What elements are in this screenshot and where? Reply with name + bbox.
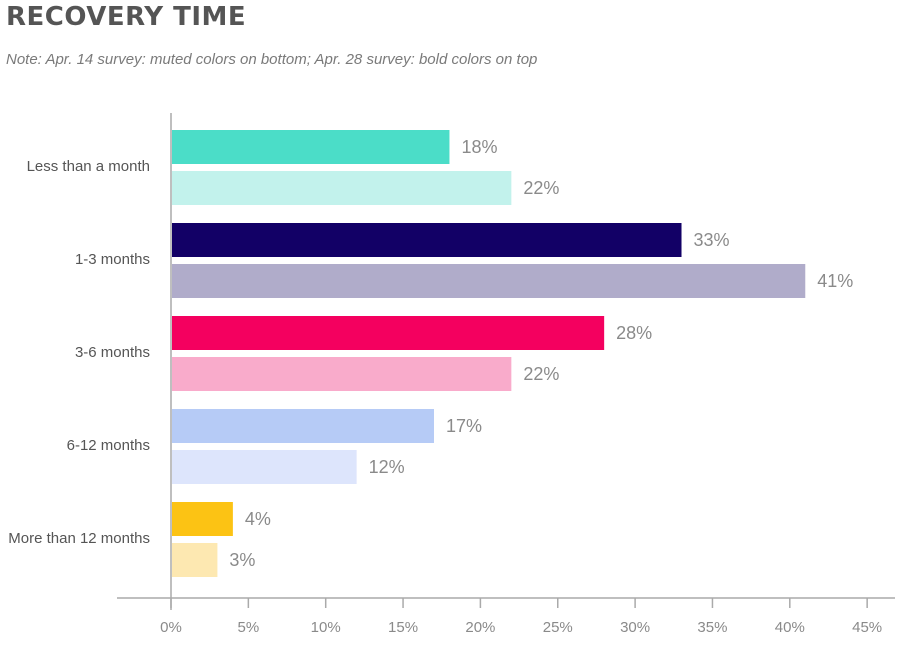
bar <box>172 502 233 536</box>
bar <box>172 316 605 350</box>
x-tick-label: 15% <box>388 619 418 636</box>
x-tick-label: 35% <box>697 619 727 636</box>
value-label: 18% <box>461 137 497 157</box>
bar <box>172 409 434 443</box>
x-tick-label: 45% <box>852 619 882 636</box>
bar <box>172 223 682 257</box>
value-label: 17% <box>446 416 482 436</box>
category-label: 3-6 months <box>75 344 150 361</box>
category-label: 6-12 months <box>67 437 150 454</box>
value-label: 3% <box>229 550 255 570</box>
x-tick-label: 20% <box>465 619 495 636</box>
value-label: 22% <box>523 178 559 198</box>
x-tick-label: 40% <box>775 619 805 636</box>
value-label: 22% <box>523 364 559 384</box>
value-label: 4% <box>245 509 271 529</box>
value-label: 33% <box>694 230 730 250</box>
category-label: 1-3 months <box>75 251 150 268</box>
category-label: More than 12 months <box>8 530 150 547</box>
bar <box>172 450 357 484</box>
value-label: 28% <box>616 323 652 343</box>
chart-title: RECOVERY TIME <box>6 2 247 32</box>
bar <box>172 264 806 298</box>
chart-subtitle: Note: Apr. 14 survey: muted colors on bo… <box>6 51 538 68</box>
bar <box>172 357 512 391</box>
category-label: Less than a month <box>27 158 150 175</box>
bar <box>172 171 512 205</box>
value-label: 41% <box>817 271 853 291</box>
x-tick-label: 25% <box>543 619 573 636</box>
x-tick-label: 0% <box>160 619 182 636</box>
x-tick-label: 5% <box>238 619 260 636</box>
x-tick-label: 10% <box>311 619 341 636</box>
bar <box>172 130 450 164</box>
value-label: 12% <box>369 457 405 477</box>
bar <box>172 543 218 577</box>
x-tick-label: 30% <box>620 619 650 636</box>
